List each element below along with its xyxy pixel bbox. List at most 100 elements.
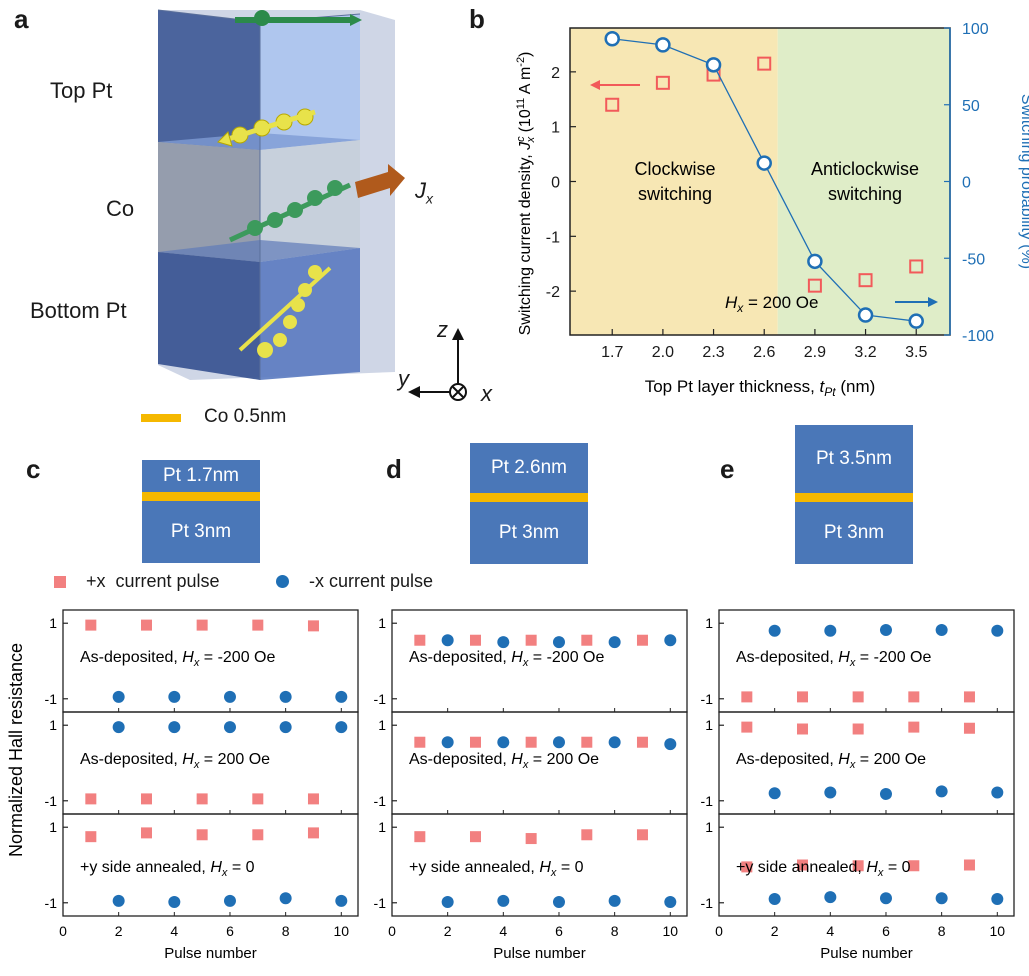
- x-tick-label: 8: [611, 923, 619, 939]
- plus-pulse-point: [908, 721, 920, 733]
- minus-pulse-point: [497, 636, 510, 649]
- plus-pulse-point: [469, 634, 481, 646]
- stack-e-top-pt: Pt 3.5nm: [795, 425, 913, 493]
- plus-pulse-point: [741, 721, 753, 733]
- y-tick-label: -1: [45, 793, 58, 809]
- current-arrow: [355, 164, 405, 198]
- plus-pulse-point: [307, 827, 319, 839]
- minus-pulse-point: [935, 624, 948, 637]
- minus-pulse-point: [168, 690, 181, 703]
- minus-pulse-point: [991, 786, 1004, 799]
- plus-pulse-point: [140, 793, 152, 805]
- minus-pulse-point: [552, 636, 565, 649]
- probability-point: [705, 57, 722, 73]
- x-tick-label: 6: [555, 923, 563, 939]
- current-density-point: [605, 97, 620, 112]
- subplot-label: As-deposited, Hx = -200 Oe: [409, 649, 604, 669]
- bottom-pt-spins: [238, 265, 332, 358]
- plus-pulse-point: [252, 619, 264, 631]
- plus-pulse-point: [85, 831, 97, 843]
- minus-pulse-point: [279, 690, 292, 703]
- subplot-label: As-deposited, Hx = 200 Oe: [736, 751, 926, 771]
- x-tick-label: 3.5: [905, 344, 927, 361]
- stack-c-bottom-pt: Pt 3nm: [142, 501, 260, 563]
- minus-pulse-point: [335, 690, 348, 703]
- y-tick-label: -1: [374, 691, 387, 707]
- left-axis-arrowhead: [590, 80, 600, 90]
- x-tick-label: 10: [663, 923, 679, 939]
- legend-minus-marker: [276, 575, 289, 588]
- x-axis-label: Pulse number: [820, 945, 913, 962]
- y-axis-label: Switching current density, Jcx (1011 A m…: [515, 52, 537, 336]
- plus-pulse-point: [796, 691, 808, 703]
- x-tick-label: 10: [990, 923, 1006, 939]
- minus-pulse-point: [168, 721, 181, 734]
- x-tick-label: 2.9: [804, 344, 826, 361]
- probability-point: [908, 313, 924, 329]
- minus-pulse-point: [664, 738, 677, 751]
- probability-point: [807, 253, 823, 270]
- top-pt-side: [260, 14, 360, 150]
- probability-point: [655, 37, 671, 53]
- panel-letter-b: b: [469, 4, 485, 34]
- plus-pulse-point: [796, 859, 808, 871]
- plus-pulse-point: [140, 619, 152, 631]
- label-co: Co: [106, 196, 135, 221]
- minus-pulse-point: [497, 894, 510, 907]
- plus-pulse-point: [636, 736, 648, 748]
- co-legend-label: Co 0.5nm: [204, 406, 287, 427]
- plus-pulse-point: [525, 833, 537, 845]
- minus-pulse-point: [497, 736, 510, 749]
- x-tick-label: 4: [170, 923, 178, 939]
- subplot-label: +y side annealed, Hx = 0: [80, 859, 255, 879]
- top-pt-front: [158, 10, 260, 150]
- plus-pulse-point: [307, 793, 319, 805]
- y-tick-label: 1: [551, 120, 560, 137]
- y-tick-label: 1: [705, 615, 713, 631]
- top-pt-spins: [217, 108, 316, 147]
- x-tick-label: 8: [282, 923, 290, 939]
- stack-d-bottom-pt: Pt 3nm: [470, 502, 588, 564]
- plus-pulse-point: [963, 859, 975, 871]
- co-legend-swatch: [141, 414, 181, 422]
- plus-pulse-point: [963, 691, 975, 703]
- panel-letter-c: c: [26, 454, 41, 484]
- plus-pulse-point: [196, 829, 208, 841]
- minus-pulse-point: [223, 690, 236, 703]
- right-axis-arrowhead: [928, 297, 938, 307]
- current-density-point: [757, 56, 772, 71]
- region-label-anticlockwise-2: switching: [828, 184, 902, 204]
- plus-pulse-point: [85, 793, 97, 805]
- minus-pulse-point: [112, 894, 125, 907]
- minus-pulse-point: [112, 721, 125, 734]
- y-tick-label: -1: [45, 895, 58, 911]
- minus-pulse-point: [879, 624, 892, 637]
- y-tick-label: -2: [546, 284, 560, 301]
- minus-pulse-point: [879, 787, 892, 800]
- minus-pulse-point: [664, 634, 677, 647]
- x-tick-label: 2: [115, 923, 123, 939]
- plus-pulse-point: [963, 722, 975, 734]
- probability-point: [604, 30, 620, 47]
- y2-tick-label: -50: [962, 251, 985, 268]
- region-label-clockwise-1: Clockwise: [634, 159, 715, 179]
- x-tick-label: 0: [388, 923, 396, 939]
- panel-letter-a: a: [14, 4, 29, 34]
- x-tick-label: 10: [334, 923, 350, 939]
- x-axis-label: Pulse number: [493, 945, 586, 962]
- plus-pulse-point: [196, 793, 208, 805]
- y-tick-label: 1: [378, 615, 386, 631]
- minus-pulse-point: [441, 634, 454, 647]
- y-tick-label: 1: [49, 717, 57, 733]
- legend-minus-label: -x current pulse: [309, 571, 434, 591]
- plus-pulse-point: [636, 829, 648, 841]
- x-tick-label: 4: [499, 923, 507, 939]
- plus-pulse-point: [307, 620, 319, 632]
- minus-pulse-point: [112, 690, 125, 703]
- y-tick-label: -1: [701, 895, 714, 911]
- plus-pulse-point: [414, 634, 426, 646]
- minus-pulse-point: [279, 721, 292, 734]
- minus-pulse-point: [441, 896, 454, 909]
- stack-e-bottom-pt: Pt 3nm: [795, 502, 913, 564]
- subplot-label: As-deposited, Hx = 200 Oe: [80, 751, 270, 771]
